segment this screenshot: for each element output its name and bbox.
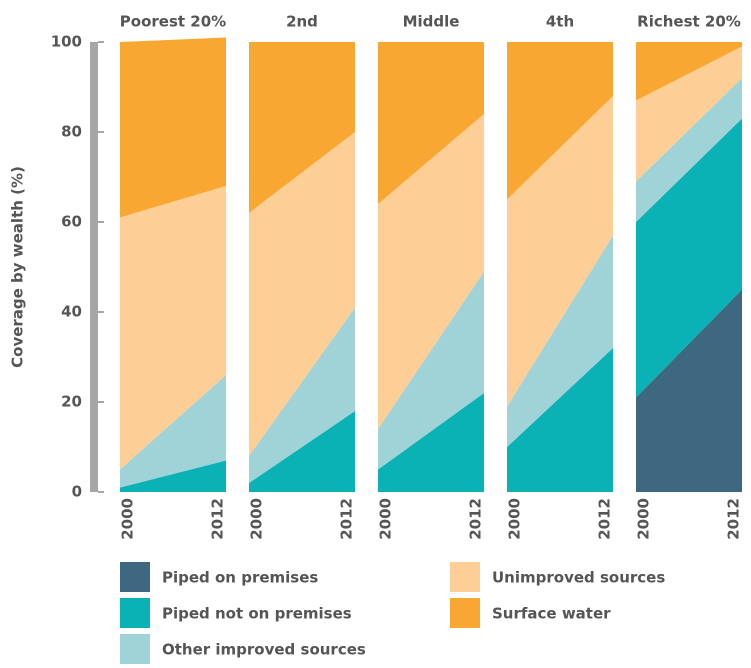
legend-label: Other improved sources — [162, 641, 366, 659]
panel-title: 2nd — [286, 13, 318, 31]
x-tick-label: 2000 — [506, 498, 524, 540]
area-segment — [249, 307, 355, 483]
x-tick-label: 2000 — [635, 498, 653, 540]
x-tick-label: 2012 — [338, 498, 356, 540]
legend-label: Surface water — [492, 605, 611, 623]
x-tick-label: 2012 — [596, 498, 614, 540]
y-tick-label: 0 — [72, 483, 82, 501]
area-segment — [636, 46, 742, 182]
y-axis-label: Coverage by wealth (%) — [9, 166, 27, 368]
area-segment — [636, 118, 742, 398]
panel-title: Richest 20% — [637, 13, 741, 31]
area-segment — [378, 271, 484, 470]
legend-swatch — [450, 562, 480, 592]
x-tick-label: 2000 — [119, 498, 137, 540]
area-segment — [378, 42, 484, 204]
legend-label: Piped on premises — [162, 569, 318, 587]
area-segment — [249, 411, 355, 492]
panel-title: Middle — [403, 13, 460, 31]
area-segment — [120, 37, 226, 218]
panel-title: 4th — [546, 13, 574, 31]
panel-title: Poorest 20% — [120, 13, 226, 31]
area-segment — [120, 375, 226, 488]
y-tick-label: 20 — [61, 393, 82, 411]
legend-label: Unimproved sources — [492, 569, 665, 587]
y-tick-label: 80 — [61, 123, 82, 141]
area-segment — [378, 114, 484, 429]
x-tick-label: 2012 — [725, 498, 743, 540]
area-segment — [636, 78, 742, 222]
area-segment — [507, 42, 613, 200]
x-tick-label: 2012 — [209, 498, 227, 540]
x-tick-label: 2000 — [248, 498, 266, 540]
area-segment — [249, 42, 355, 213]
x-tick-label: 2000 — [377, 498, 395, 540]
area-segment — [378, 393, 484, 492]
legend-swatch — [450, 598, 480, 628]
area-segment — [636, 289, 742, 492]
x-tick-label: 2012 — [467, 498, 485, 540]
y-tick-label: 40 — [61, 303, 82, 321]
area-segment — [507, 348, 613, 492]
area-segment — [249, 132, 355, 456]
area-segment — [636, 42, 742, 101]
legend-label: Piped not on premises — [162, 605, 352, 623]
y-tick-label: 60 — [61, 213, 82, 231]
area-segment — [507, 235, 613, 447]
legend-swatch — [120, 634, 150, 664]
y-tick-label: 100 — [51, 33, 82, 51]
area-segment — [120, 460, 226, 492]
area-segment — [120, 186, 226, 470]
y-axis-bar — [90, 42, 98, 492]
legend-swatch — [120, 562, 150, 592]
legend-swatch — [120, 598, 150, 628]
